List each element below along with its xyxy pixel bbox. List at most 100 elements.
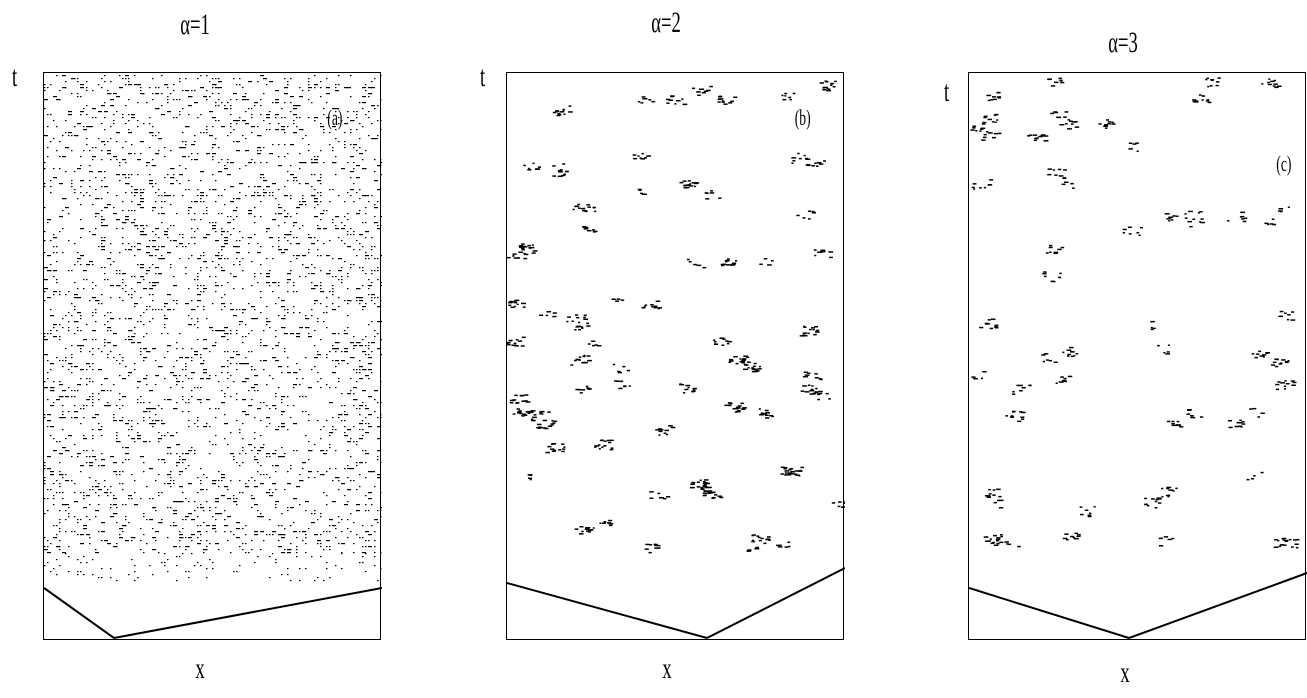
cluster-dot	[583, 228, 587, 230]
activity-dot	[149, 282, 151, 284]
activity-dot	[89, 378, 91, 380]
cluster-dot	[658, 307, 663, 309]
activity-dot	[125, 162, 127, 164]
activity-dot	[158, 474, 160, 476]
activity-dot	[212, 525, 216, 527]
cluster-dot	[584, 528, 590, 530]
activity-dot	[110, 285, 114, 287]
activity-dot	[134, 306, 136, 308]
cluster-dot	[655, 300, 661, 302]
activity-dot	[206, 126, 208, 128]
activity-dot	[374, 204, 376, 206]
activity-dot	[341, 282, 343, 284]
activity-dot	[317, 225, 319, 227]
activity-dot	[155, 234, 157, 236]
cluster-dot	[1171, 537, 1175, 540]
activity-dot	[65, 360, 67, 362]
activity-dot	[251, 114, 253, 116]
cluster-dot	[659, 497, 664, 499]
activity-dot	[257, 126, 259, 128]
activity-dot	[50, 390, 54, 392]
cluster-dot	[642, 98, 648, 100]
activity-dot	[149, 87, 151, 89]
activity-dot	[275, 90, 279, 92]
activity-dot	[203, 360, 205, 362]
activity-dot	[92, 405, 94, 407]
cluster-dot	[537, 427, 542, 429]
activity-dot	[299, 531, 301, 533]
activity-dot	[224, 327, 228, 329]
activity-dot	[260, 177, 262, 179]
cluster-dot	[718, 95, 722, 98]
activity-dot	[44, 87, 46, 89]
activity-dot	[56, 534, 58, 536]
activity-dot	[65, 450, 69, 452]
activity-dot	[194, 565, 196, 567]
cluster-dot	[1019, 390, 1023, 392]
activity-dot	[245, 543, 247, 545]
activity-dot	[269, 129, 271, 131]
cluster-dot	[1062, 351, 1065, 354]
activity-dot	[317, 372, 319, 374]
activity-dot	[356, 177, 360, 179]
cluster-dot	[510, 306, 515, 309]
activity-dot	[371, 237, 373, 239]
activity-dot	[128, 210, 130, 212]
cluster-dot	[728, 102, 733, 104]
activity-dot	[341, 414, 343, 416]
activity-dot	[92, 204, 94, 206]
activity-dot	[53, 336, 57, 338]
activity-dot	[62, 198, 66, 200]
cluster-dot	[987, 132, 993, 134]
activity-dot	[245, 99, 249, 101]
cluster-dot	[1167, 495, 1170, 498]
activity-dot	[194, 231, 196, 233]
activity-dot	[377, 510, 379, 512]
cluster-dot	[792, 160, 796, 162]
cluster-dot	[532, 162, 535, 165]
activity-dot	[236, 462, 238, 464]
activity-dot	[308, 414, 310, 416]
activity-dot	[134, 480, 136, 482]
cluster-dot	[789, 98, 792, 101]
cluster-dot	[979, 326, 984, 329]
activity-dot	[374, 556, 376, 558]
cluster-dot	[521, 400, 524, 402]
activity-dot	[161, 207, 163, 209]
activity-dot	[353, 162, 355, 164]
activity-dot	[335, 477, 339, 479]
activity-dot	[113, 546, 117, 548]
activity-dot	[176, 360, 178, 362]
activity-dot	[161, 222, 163, 224]
activity-dot	[245, 138, 247, 140]
cluster-dot	[996, 537, 1001, 539]
cluster-dot	[747, 361, 751, 363]
cluster-dot	[1074, 532, 1078, 535]
activity-dot	[185, 144, 187, 146]
activity-dot	[380, 354, 382, 356]
activity-dot	[350, 468, 354, 470]
activity-dot	[332, 429, 334, 431]
activity-dot	[212, 144, 216, 146]
cluster-dot	[796, 214, 800, 217]
activity-dot	[128, 114, 130, 116]
activity-dot	[167, 507, 169, 509]
activity-dot	[92, 288, 94, 290]
activity-dot	[59, 522, 61, 524]
activity-dot	[137, 438, 141, 440]
activity-dot	[230, 216, 232, 218]
cluster-dot	[1165, 494, 1170, 497]
activity-dot	[248, 390, 250, 392]
cluster-dot	[669, 95, 675, 97]
activity-dot	[335, 84, 337, 86]
panel-b-plot: (b)	[506, 72, 845, 640]
activity-dot	[353, 522, 355, 524]
cluster-dot	[518, 251, 523, 253]
activity-dot	[161, 93, 163, 95]
cluster-dot	[741, 408, 746, 410]
cluster-dot	[1272, 80, 1275, 82]
activity-dot	[62, 552, 66, 554]
cluster-dot	[787, 472, 790, 474]
activity-dot	[131, 246, 133, 248]
activity-dot	[230, 105, 232, 107]
